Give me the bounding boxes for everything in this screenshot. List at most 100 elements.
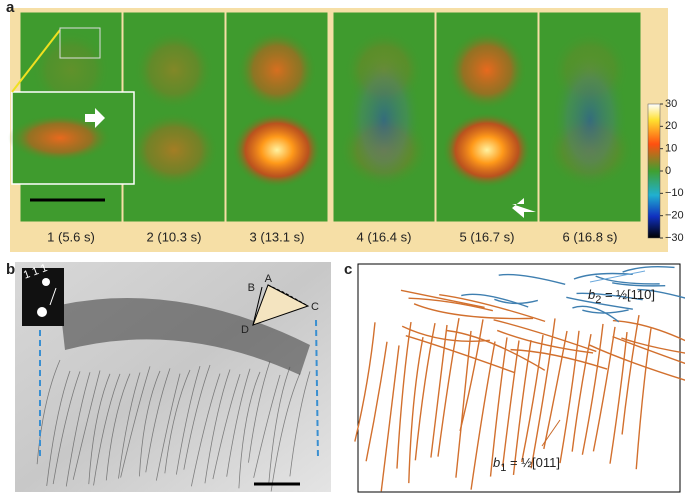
orange-trace [609,331,628,464]
tetrahedron [252,284,310,326]
tem-line [289,371,311,477]
tetrahedron-edge [252,286,263,326]
dislocation-traces [354,266,685,492]
vertex-labels: AB C D [241,273,319,336]
blue-trace [461,293,529,308]
tick-label: 0 [665,165,671,177]
tem-line [93,373,121,486]
frame-caption: 2 (10.3 s) [147,229,202,244]
panel-label: a [6,0,15,16]
orange-trace [365,341,388,462]
pattern [31,30,111,110]
vertex-label: C [311,301,319,313]
orange-trace [408,297,494,312]
orange-trace [401,325,490,343]
arrow [85,108,105,128]
burgers-arrow [589,270,646,283]
tem-line [212,373,241,480]
pattern [129,112,219,188]
orange-trace [588,344,685,381]
tetrahedron-edge [267,284,309,307]
pattern [442,112,532,188]
tem-line [145,368,171,473]
orange-trace [496,329,594,354]
pattern [346,50,422,190]
burgers-b1: b1 = ½[011] [493,455,560,473]
frames: 1 (5.6 s) 2 (10.3 s) 3 (13.1 s) 4 (16.4 s) 5… [19,11,642,244]
blue-trace [572,305,620,323]
vertex-label: B [248,282,255,294]
subscript: 2 [595,294,601,306]
tem-line [253,374,281,478]
frame-caption: 1 (5.6 s) [47,229,95,244]
panel-label: c [344,261,352,278]
arrow [512,198,536,218]
vector: = ½[011] [506,455,560,470]
vertex-label: D [241,324,249,336]
vector: = ½[110] [601,287,655,302]
frame-caption: 3 (13.1 s) [250,229,305,244]
burgers-b2: b2 = ½[110] [588,287,655,305]
tick-label: −20 [665,210,684,222]
orange-trace [621,314,640,435]
orange-trace [612,335,685,365]
blue-trace [494,298,539,305]
tick-label: −10 [665,187,684,199]
tem-lines [36,359,311,492]
blue-trace [576,292,643,301]
subscript: 1 [500,462,506,474]
zoom-line [11,29,61,93]
boundary-marker [315,319,319,461]
frame-caption: 4 (16.4 s) [357,229,412,244]
blue-trace [637,288,685,299]
orange-trace [512,340,532,476]
pattern [552,50,628,190]
diffraction-spot [37,307,47,317]
orange-trace [621,337,685,354]
tem-line [120,366,151,478]
orange-trace [470,341,496,490]
colorbar [647,103,661,239]
frame-caption: 6 (16.8 s) [563,229,618,244]
tem-line [268,366,291,486]
tick-label: 10 [665,143,677,155]
orange-trace [581,323,604,455]
orange-trace [413,303,534,320]
tick-label: 20 [665,120,677,132]
orange-trace [459,319,484,432]
tem-line [36,359,61,465]
tem-line [190,373,221,487]
tem-line [183,364,211,470]
tem-line [88,373,111,485]
orange-trace [455,330,472,478]
orange-trace [612,319,685,342]
tem-line [248,361,271,463]
g-vector [49,287,57,306]
orange-trace [380,345,400,492]
orange-trace [501,340,520,467]
trace-panel [357,263,681,493]
orange-trace [354,322,376,442]
tick-label: 30 [665,98,677,110]
orange-trace [635,328,652,470]
orange-trace [521,334,544,463]
tem-line [155,373,181,481]
tem-line [65,372,91,487]
tem-line [175,365,201,475]
tem-line [46,370,71,487]
dislocation-band [60,298,310,375]
panel-label: b [6,261,15,278]
pattern [134,30,214,110]
orange-trace [405,335,515,374]
orange-trace [439,293,546,323]
orange-trace [446,329,546,371]
tem-line [226,368,251,477]
tem-line [238,371,261,489]
orange-trace [408,336,424,484]
tem-line [139,370,161,477]
diffraction-spot [42,278,50,286]
colorbar-ticks: 30 20 10 0 −10 −20 −30 [660,98,684,244]
orange-trace [489,337,508,477]
blue-trace [566,296,633,310]
